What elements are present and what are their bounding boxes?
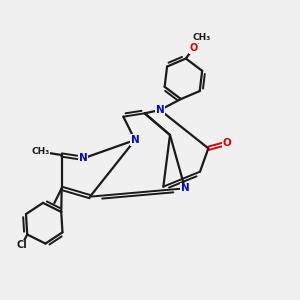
Text: CH₃: CH₃	[192, 33, 211, 42]
Text: N: N	[130, 135, 140, 145]
Text: Cl: Cl	[16, 240, 27, 250]
Text: N: N	[181, 183, 189, 193]
Text: N: N	[156, 105, 164, 115]
Text: O: O	[222, 138, 231, 148]
Text: N: N	[79, 153, 88, 163]
Text: O: O	[189, 44, 197, 53]
Text: CH₃: CH₃	[31, 147, 50, 156]
